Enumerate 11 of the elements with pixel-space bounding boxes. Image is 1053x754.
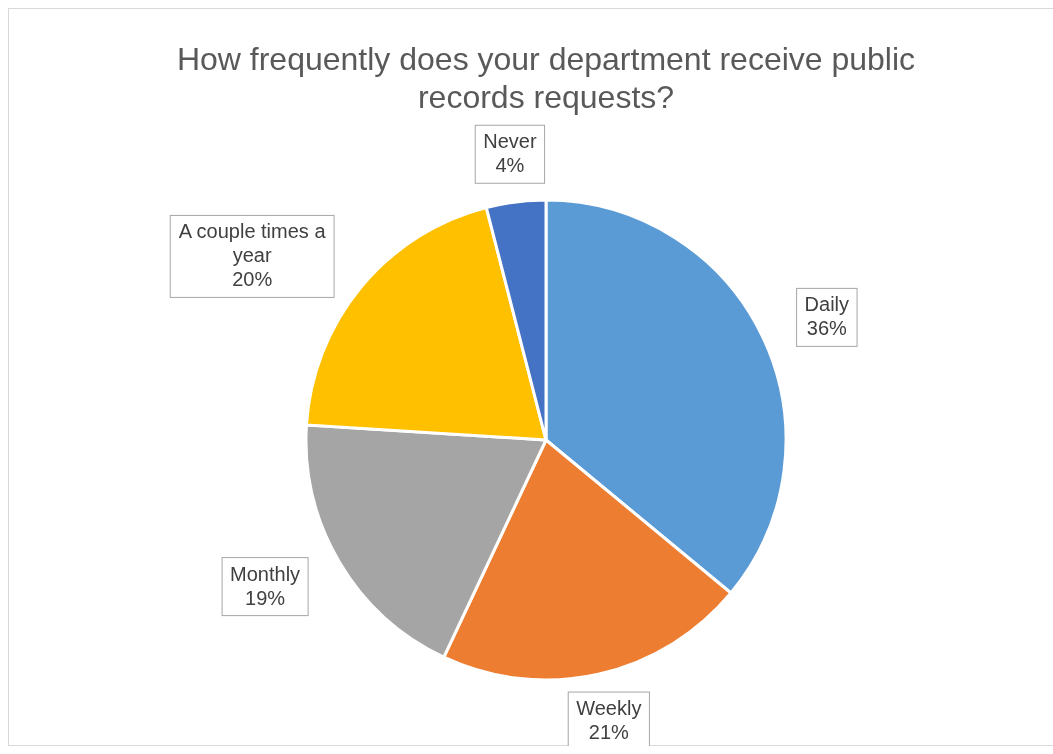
- data-label: 36%: [806, 317, 848, 340]
- slice-label: A couple times a year: [178, 220, 327, 267]
- chart-title: How frequently does your department receive public records requests?: [176, 41, 916, 115]
- data-label: 20%: [232, 268, 273, 291]
- slice-label: Monthly: [230, 562, 301, 585]
- slice-label: Weekly: [576, 697, 642, 720]
- slice-label: Never: [483, 130, 537, 153]
- data-label: 19%: [245, 586, 286, 609]
- data-label: 21%: [588, 721, 630, 744]
- slice-label: Daily: [804, 293, 850, 316]
- data-label: 4%: [495, 154, 525, 177]
